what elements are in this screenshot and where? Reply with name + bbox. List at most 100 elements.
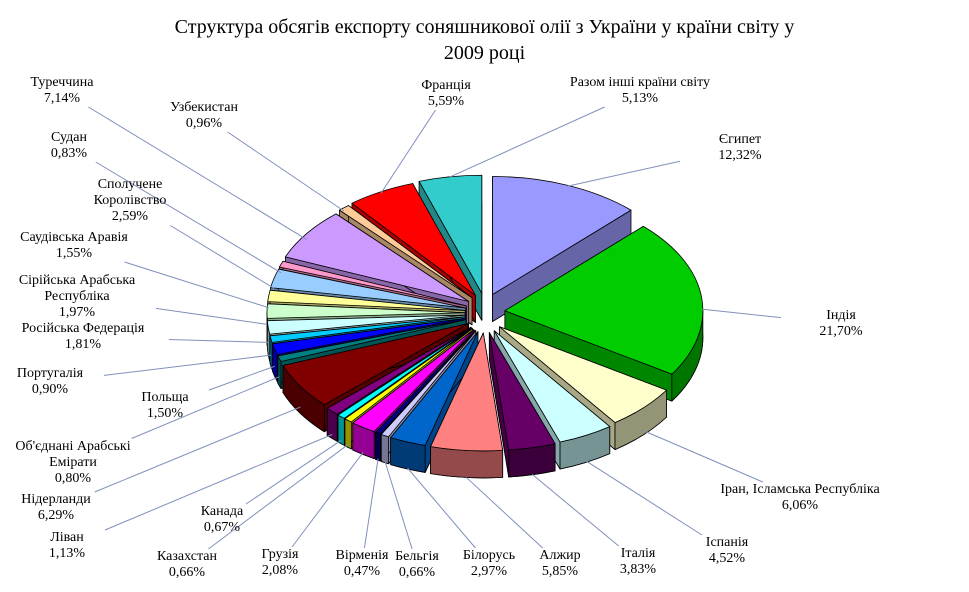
pie-slice-11[interactable] xyxy=(337,327,473,419)
pie-slice-1[interactable] xyxy=(504,225,704,375)
slice-label-country: Грузія xyxy=(261,547,299,562)
leader-line-15 xyxy=(208,365,275,391)
chart-title-line2: 2009 році xyxy=(443,42,526,64)
slice-label-24: Франція 5,59% xyxy=(396,78,496,110)
slice-label-country: Італія xyxy=(620,546,656,561)
pie-slice-2[interactable] xyxy=(499,326,667,423)
pie-slice-9[interactable] xyxy=(352,329,475,432)
slice-label-percent: 0,66% xyxy=(398,565,436,581)
leader-line-21 xyxy=(95,161,282,274)
slice-label-country: Туреччина xyxy=(30,75,94,90)
pie-slice-group-0 xyxy=(492,176,632,322)
slice-label-22: Туреччина 7,14% xyxy=(10,75,114,107)
leader-line-12 xyxy=(104,434,333,531)
leader-line-14 xyxy=(131,376,280,439)
pie-slice-15[interactable] xyxy=(272,317,467,355)
leader-line-25 xyxy=(449,106,605,178)
slice-label-percent: 0,96% xyxy=(185,116,223,132)
slice-label-country: Польща xyxy=(141,390,189,405)
slice-label-21: Судан 0,83% xyxy=(29,130,109,162)
slice-label-17: Російська Федерація 1,81% xyxy=(0,321,169,353)
slice-label-percent: 2,08% xyxy=(261,563,299,579)
slice-label-percent: 0,47% xyxy=(343,564,381,580)
slice-label-percent: 1,97% xyxy=(58,304,96,320)
slice-label-percent: 2,59% xyxy=(111,208,149,224)
slice-label-percent: 0,67% xyxy=(203,520,241,536)
pie-slice-rim xyxy=(344,418,352,450)
slice-label-23: Узбекистан 0,96% xyxy=(148,100,260,132)
pie-slice-6[interactable] xyxy=(390,331,479,446)
pie-slice-24[interactable] xyxy=(351,183,476,296)
slice-label-country: Єгипет xyxy=(718,132,762,147)
pie-slice-rim xyxy=(380,434,389,465)
pie-slice-19[interactable] xyxy=(267,289,466,311)
slice-label-country: Бельгія xyxy=(395,549,439,564)
slice-label-percent: 7,14% xyxy=(43,91,81,107)
slice-label-percent: 0,90% xyxy=(31,382,69,398)
pie-slice-0[interactable] xyxy=(492,176,632,295)
leader-line-3 xyxy=(585,460,703,536)
slice-label-country: Іран, Ісламська Республіка xyxy=(720,482,880,497)
slice-label-country: Об'єднані Арабські Емірати xyxy=(15,438,131,470)
pie-slice-22[interactable] xyxy=(284,213,470,302)
slice-label-percent: 6,29% xyxy=(37,508,75,524)
slice-label-16: Португалія 0,90% xyxy=(0,366,104,398)
leader-line-17 xyxy=(168,338,269,343)
slice-label-3: Іспанія 4,52% xyxy=(677,535,777,567)
leader-line-4 xyxy=(531,474,619,547)
pie-slice-14[interactable] xyxy=(277,319,467,362)
slice-label-percent: 1,50% xyxy=(146,406,184,422)
pie-slice-rim xyxy=(375,432,382,462)
pie-slice-18[interactable] xyxy=(266,303,466,319)
slice-label-percent: 5,59% xyxy=(427,94,465,110)
slice-label-0: Єгипет 12,32% xyxy=(680,132,800,164)
pie-slice-group-3 xyxy=(493,330,611,470)
pie-slice-17[interactable] xyxy=(266,314,466,335)
chart-title: Структура обсягів експорту соняшникової … xyxy=(125,14,845,66)
slice-label-country: Разом інші країни світу xyxy=(569,75,711,90)
slice-label-percent: 0,80% xyxy=(54,470,92,486)
pie-slice-13[interactable] xyxy=(282,323,469,406)
slice-label-percent: 0,83% xyxy=(50,146,88,162)
slice-label-12: Ліван 1,13% xyxy=(27,530,107,562)
chart-title-line1: Структура обсягів експорту соняшникової … xyxy=(174,16,795,38)
slice-label-percent: 2,97% xyxy=(470,564,508,580)
slice-label-2: Іран, Ісламська Республіка 6,06% xyxy=(690,482,910,514)
pie-slice-16[interactable] xyxy=(269,316,466,343)
slice-label-country: Канада xyxy=(200,504,244,519)
pie-slice-23[interactable] xyxy=(339,205,473,299)
slice-label-country: Російська Федерація xyxy=(21,321,145,336)
slice-label-country: Узбекистан xyxy=(170,100,238,115)
pie-slice-7[interactable] xyxy=(380,330,477,438)
slice-label-percent: 1,55% xyxy=(55,246,93,262)
slice-label-percent: 0,66% xyxy=(168,565,206,581)
slice-label-country: Індія xyxy=(826,308,856,323)
slice-label-percent: 3,83% xyxy=(619,562,657,578)
pie-slice-group-4 xyxy=(488,332,556,478)
pie-slice-8[interactable] xyxy=(375,330,476,435)
leader-line-6 xyxy=(407,467,476,549)
slice-label-percent: 12,32% xyxy=(718,148,762,164)
slice-label-10: Казахстан 0,66% xyxy=(132,549,242,581)
pie-slice-4[interactable] xyxy=(488,332,556,451)
pie-slice-21[interactable] xyxy=(278,260,467,307)
leader-line-13 xyxy=(94,406,301,493)
slice-label-19: Саудівська Аравія 1,55% xyxy=(0,230,153,262)
slice-label-country: Казахстан xyxy=(157,549,217,564)
leader-line-7 xyxy=(384,460,413,550)
slice-label-country: Іспанія xyxy=(705,535,749,550)
leader-line-2 xyxy=(643,430,764,483)
slice-label-country: Судан xyxy=(51,130,87,145)
pie-slice-12[interactable] xyxy=(326,326,472,415)
slice-label-country: Сірійська Арабська Республіка xyxy=(18,272,136,304)
pie-slice-10[interactable] xyxy=(344,328,473,423)
leader-line-5 xyxy=(465,477,544,549)
pie-slice-3[interactable] xyxy=(493,330,611,443)
slice-label-percent: 4,52% xyxy=(708,551,746,567)
slice-label-13: Нідерланди 6,29% xyxy=(0,492,114,524)
slice-label-percent: 6,06% xyxy=(781,498,819,514)
pie-slice-20[interactable] xyxy=(270,268,467,309)
pie-slice-5[interactable] xyxy=(430,332,504,452)
